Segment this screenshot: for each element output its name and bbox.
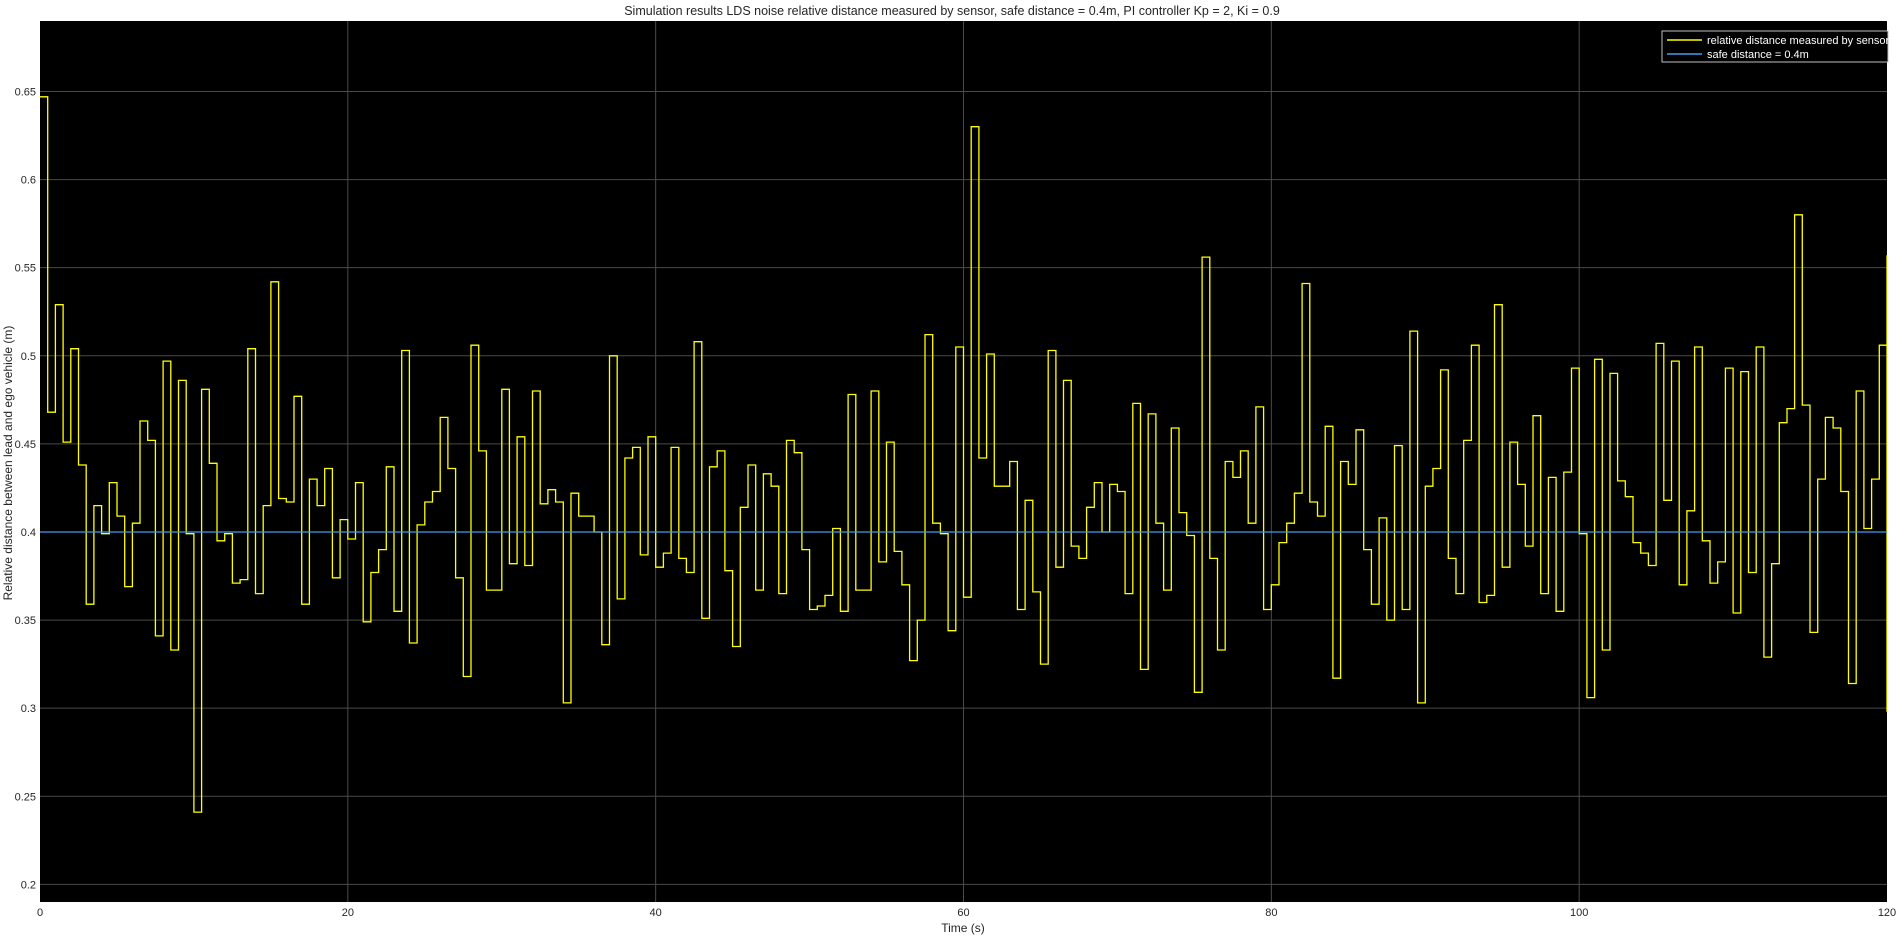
y-tick-label: 0.4 xyxy=(21,527,36,539)
x-tick-label: 80 xyxy=(1265,907,1277,919)
y-tick-label: 0.35 xyxy=(15,615,36,627)
y-tick-label: 0.55 xyxy=(15,263,36,275)
x-tick-label: 40 xyxy=(650,907,662,919)
y-tick-label: 0.45 xyxy=(15,439,36,451)
y-tick-label: 0.25 xyxy=(15,791,36,803)
x-tick-label: 120 xyxy=(1878,907,1896,919)
legend-label-safe-distance: safe distance = 0.4m xyxy=(1707,49,1809,61)
x-tick-label: 20 xyxy=(342,907,354,919)
x-tick-label: 0 xyxy=(37,907,43,919)
x-axis-label: Time (s) xyxy=(941,921,985,935)
y-tick-label: 0.3 xyxy=(21,703,36,715)
x-tick-label: 100 xyxy=(1570,907,1588,919)
x-tick-label: 60 xyxy=(957,907,969,919)
chart-title: Simulation results LDS noise relative di… xyxy=(624,4,1280,18)
legend[interactable]: relative distance measured by sensor saf… xyxy=(1662,31,1890,62)
legend-label-sensor: relative distance measured by sensor xyxy=(1707,35,1890,47)
y-tick-label: 0.6 xyxy=(21,175,36,187)
y-tick-label: 0.2 xyxy=(21,879,36,891)
y-axis-label: Relative distance between lead and ego v… xyxy=(1,326,15,601)
y-tick-label: 0.5 xyxy=(21,351,36,363)
y-tick-label: 0.65 xyxy=(15,86,36,98)
